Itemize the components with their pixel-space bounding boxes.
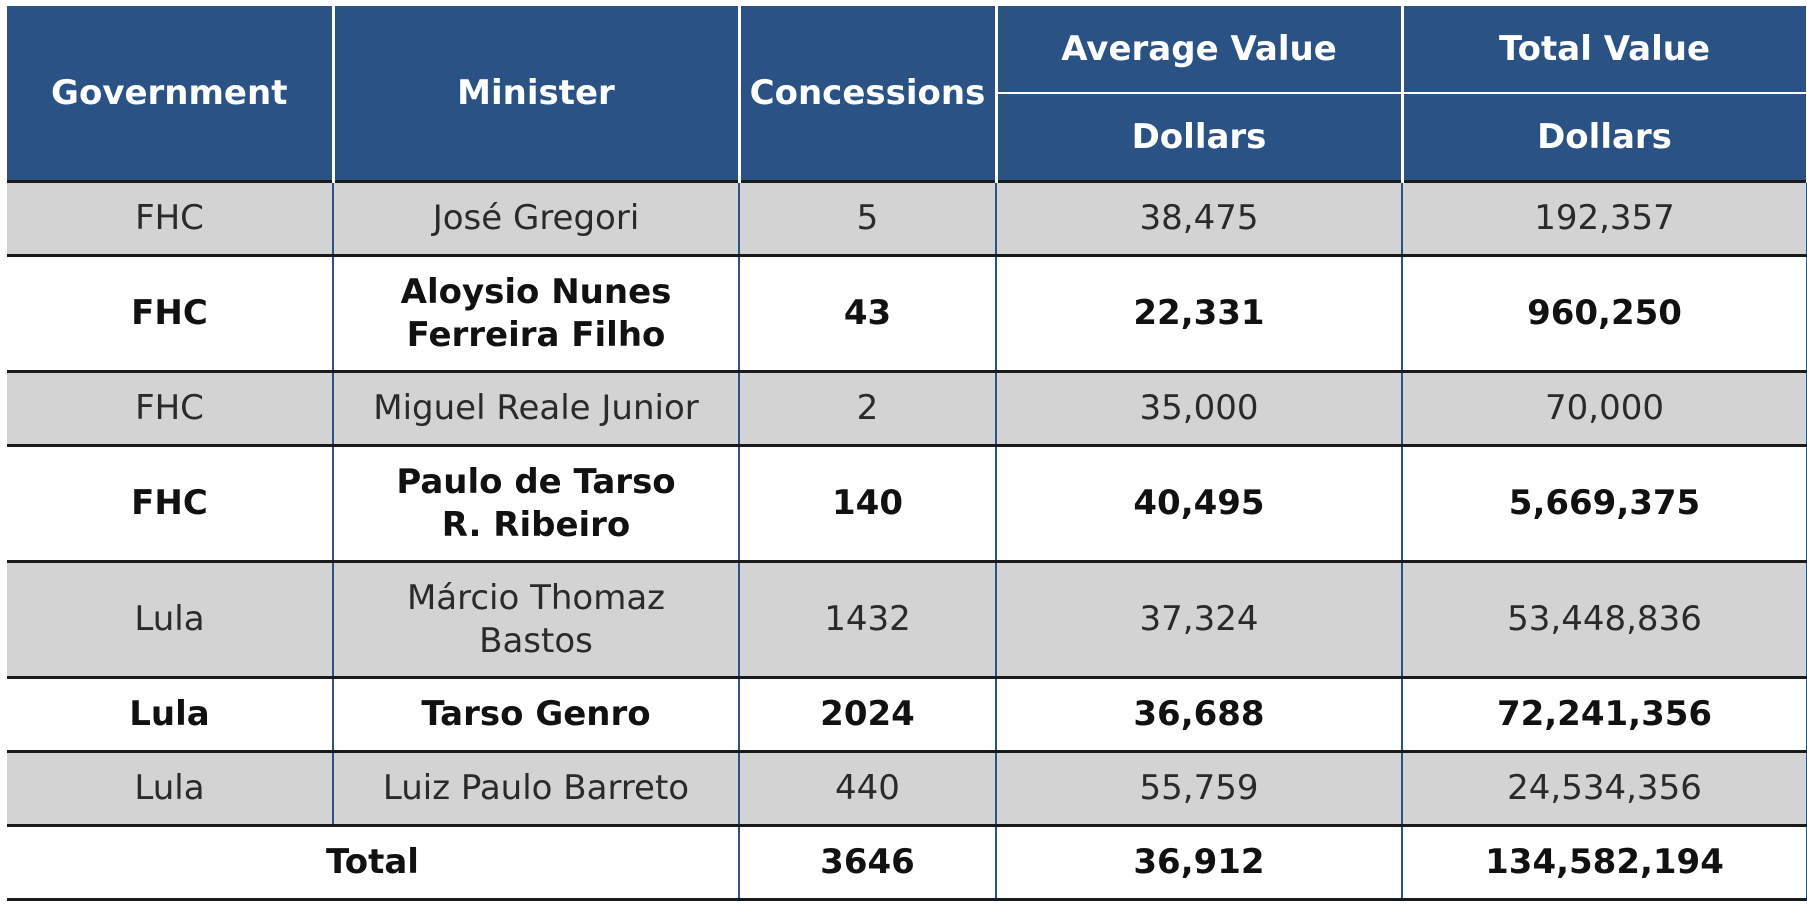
cell-minister: Miguel Reale Junior xyxy=(332,370,740,446)
cell-government: Lula xyxy=(7,750,334,826)
cell-government: Lula xyxy=(7,676,334,752)
column-header-total-value: Total Value xyxy=(1400,6,1807,93)
cell-concessions: 2 xyxy=(738,370,997,446)
concessions-table: Government Minister Concessions Average … xyxy=(7,6,1807,901)
cell-concessions: 1432 xyxy=(738,560,997,678)
column-header-concessions: Concessions xyxy=(737,6,998,182)
table-row: Lula Tarso Genro 2024 36,688 72,241,356 xyxy=(7,676,1807,752)
table-row: FHC Miguel Reale Junior 2 35,000 70,000 xyxy=(7,370,1807,446)
cell-average-value: 40,495 xyxy=(995,444,1403,562)
cell-concessions: 43 xyxy=(738,254,997,372)
total-row: Total 3646 36,912 134,582,194 xyxy=(7,824,1807,901)
table-row: FHC Aloysio Nunes Ferreira Filho 43 22,3… xyxy=(7,254,1807,372)
minister-line-1: Aloysio Nunes xyxy=(400,271,672,312)
cell-total-total-value: 134,582,194 xyxy=(1401,824,1807,901)
cell-average-value: 35,000 xyxy=(995,370,1403,446)
cell-total-average-value: 36,912 xyxy=(995,824,1403,901)
cell-minister: Luiz Paulo Barreto xyxy=(332,750,740,826)
cell-minister: Aloysio Nunes Ferreira Filho xyxy=(332,254,740,372)
cell-average-value: 37,324 xyxy=(995,560,1403,678)
cell-total-value: 960,250 xyxy=(1401,254,1807,372)
cell-concessions: 5 xyxy=(738,180,997,256)
column-header-government: Government xyxy=(7,6,335,182)
table-row: FHC José Gregori 5 38,475 192,357 xyxy=(7,180,1807,256)
cell-average-value: 55,759 xyxy=(995,750,1403,826)
cell-total-label: Total xyxy=(7,824,740,901)
table-row: Lula Luiz Paulo Barreto 440 55,759 24,53… xyxy=(7,750,1807,826)
cell-government: Lula xyxy=(7,560,334,678)
cell-minister: Tarso Genro xyxy=(332,676,740,752)
cell-total-value: 192,357 xyxy=(1401,180,1807,256)
minister-line-2: Bastos xyxy=(479,620,593,661)
cell-concessions: 2024 xyxy=(738,676,997,752)
cell-minister: Márcio Thomaz Bastos xyxy=(332,560,740,678)
column-header-minister: Minister xyxy=(331,6,741,182)
column-subheader-total-unit: Dollars xyxy=(1400,92,1807,182)
table-row: Lula Márcio Thomaz Bastos 1432 37,324 53… xyxy=(7,560,1807,678)
cell-average-value: 36,688 xyxy=(995,676,1403,752)
column-header-average-value: Average Value xyxy=(994,6,1404,93)
cell-government: FHC xyxy=(7,180,334,256)
table-row: FHC Paulo de Tarso R. Ribeiro 140 40,495… xyxy=(7,444,1807,562)
cell-average-value: 38,475 xyxy=(995,180,1403,256)
table-body: FHC José Gregori 5 38,475 192,357 FHC Al… xyxy=(7,180,1807,901)
concessions-table-container: Government Minister Concessions Average … xyxy=(7,6,1807,901)
cell-total-value: 72,241,356 xyxy=(1401,676,1807,752)
cell-average-value: 22,331 xyxy=(995,254,1403,372)
column-subheader-average-unit: Dollars xyxy=(996,92,1404,182)
cell-minister: Paulo de Tarso R. Ribeiro xyxy=(332,444,740,562)
cell-total-value: 70,000 xyxy=(1401,370,1807,446)
cell-total-value: 53,448,836 xyxy=(1401,560,1807,678)
table-header: Government Minister Concessions Average … xyxy=(7,6,1807,182)
minister-line-1: Paulo de Tarso xyxy=(396,461,676,502)
cell-government: FHC xyxy=(7,370,334,446)
minister-line-1: Márcio Thomaz xyxy=(406,577,666,618)
cell-government: FHC xyxy=(7,254,334,372)
cell-concessions: 140 xyxy=(738,444,997,562)
cell-concessions: 440 xyxy=(738,750,997,826)
minister-line-2: R. Ribeiro xyxy=(441,504,631,545)
cell-total-concessions: 3646 xyxy=(738,824,997,901)
cell-government: FHC xyxy=(7,444,334,562)
cell-total-value: 5,669,375 xyxy=(1401,444,1807,562)
minister-line-2: Ferreira Filho xyxy=(406,314,666,355)
cell-total-value: 24,534,356 xyxy=(1401,750,1807,826)
cell-minister: José Gregori xyxy=(332,180,740,256)
